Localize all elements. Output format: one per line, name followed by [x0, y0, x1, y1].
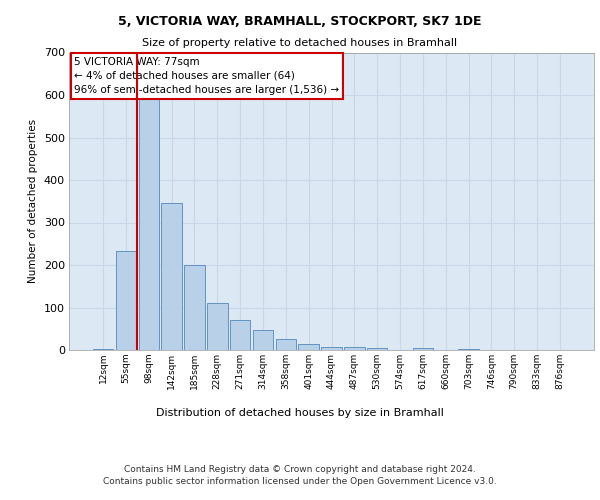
Bar: [93, 349, 113, 350]
Text: 5, VICTORIA WAY, BRAMHALL, STOCKPORT, SK7 1DE: 5, VICTORIA WAY, BRAMHALL, STOCKPORT, SK…: [118, 15, 482, 28]
Bar: [413, 348, 433, 350]
Bar: [116, 252, 136, 350]
Bar: [253, 330, 273, 350]
Text: Size of property relative to detached houses in Bramhall: Size of property relative to detached ho…: [142, 38, 458, 48]
Bar: [161, 204, 182, 350]
Bar: [207, 303, 227, 350]
Bar: [275, 340, 296, 350]
Bar: [139, 86, 159, 350]
Bar: [298, 344, 319, 350]
Text: Distribution of detached houses by size in Bramhall: Distribution of detached houses by size …: [156, 408, 444, 418]
Y-axis label: Number of detached properties: Number of detached properties: [28, 119, 38, 284]
Text: Contains HM Land Registry data © Crown copyright and database right 2024.: Contains HM Land Registry data © Crown c…: [124, 465, 476, 474]
Bar: [184, 265, 205, 350]
Bar: [367, 348, 388, 350]
Text: Contains public sector information licensed under the Open Government Licence v3: Contains public sector information licen…: [103, 478, 497, 486]
Text: 5 VICTORIA WAY: 77sqm
← 4% of detached houses are smaller (64)
96% of semi-detac: 5 VICTORIA WAY: 77sqm ← 4% of detached h…: [74, 57, 340, 95]
Bar: [230, 320, 250, 350]
Bar: [344, 348, 365, 350]
Bar: [458, 348, 479, 350]
Bar: [321, 346, 342, 350]
